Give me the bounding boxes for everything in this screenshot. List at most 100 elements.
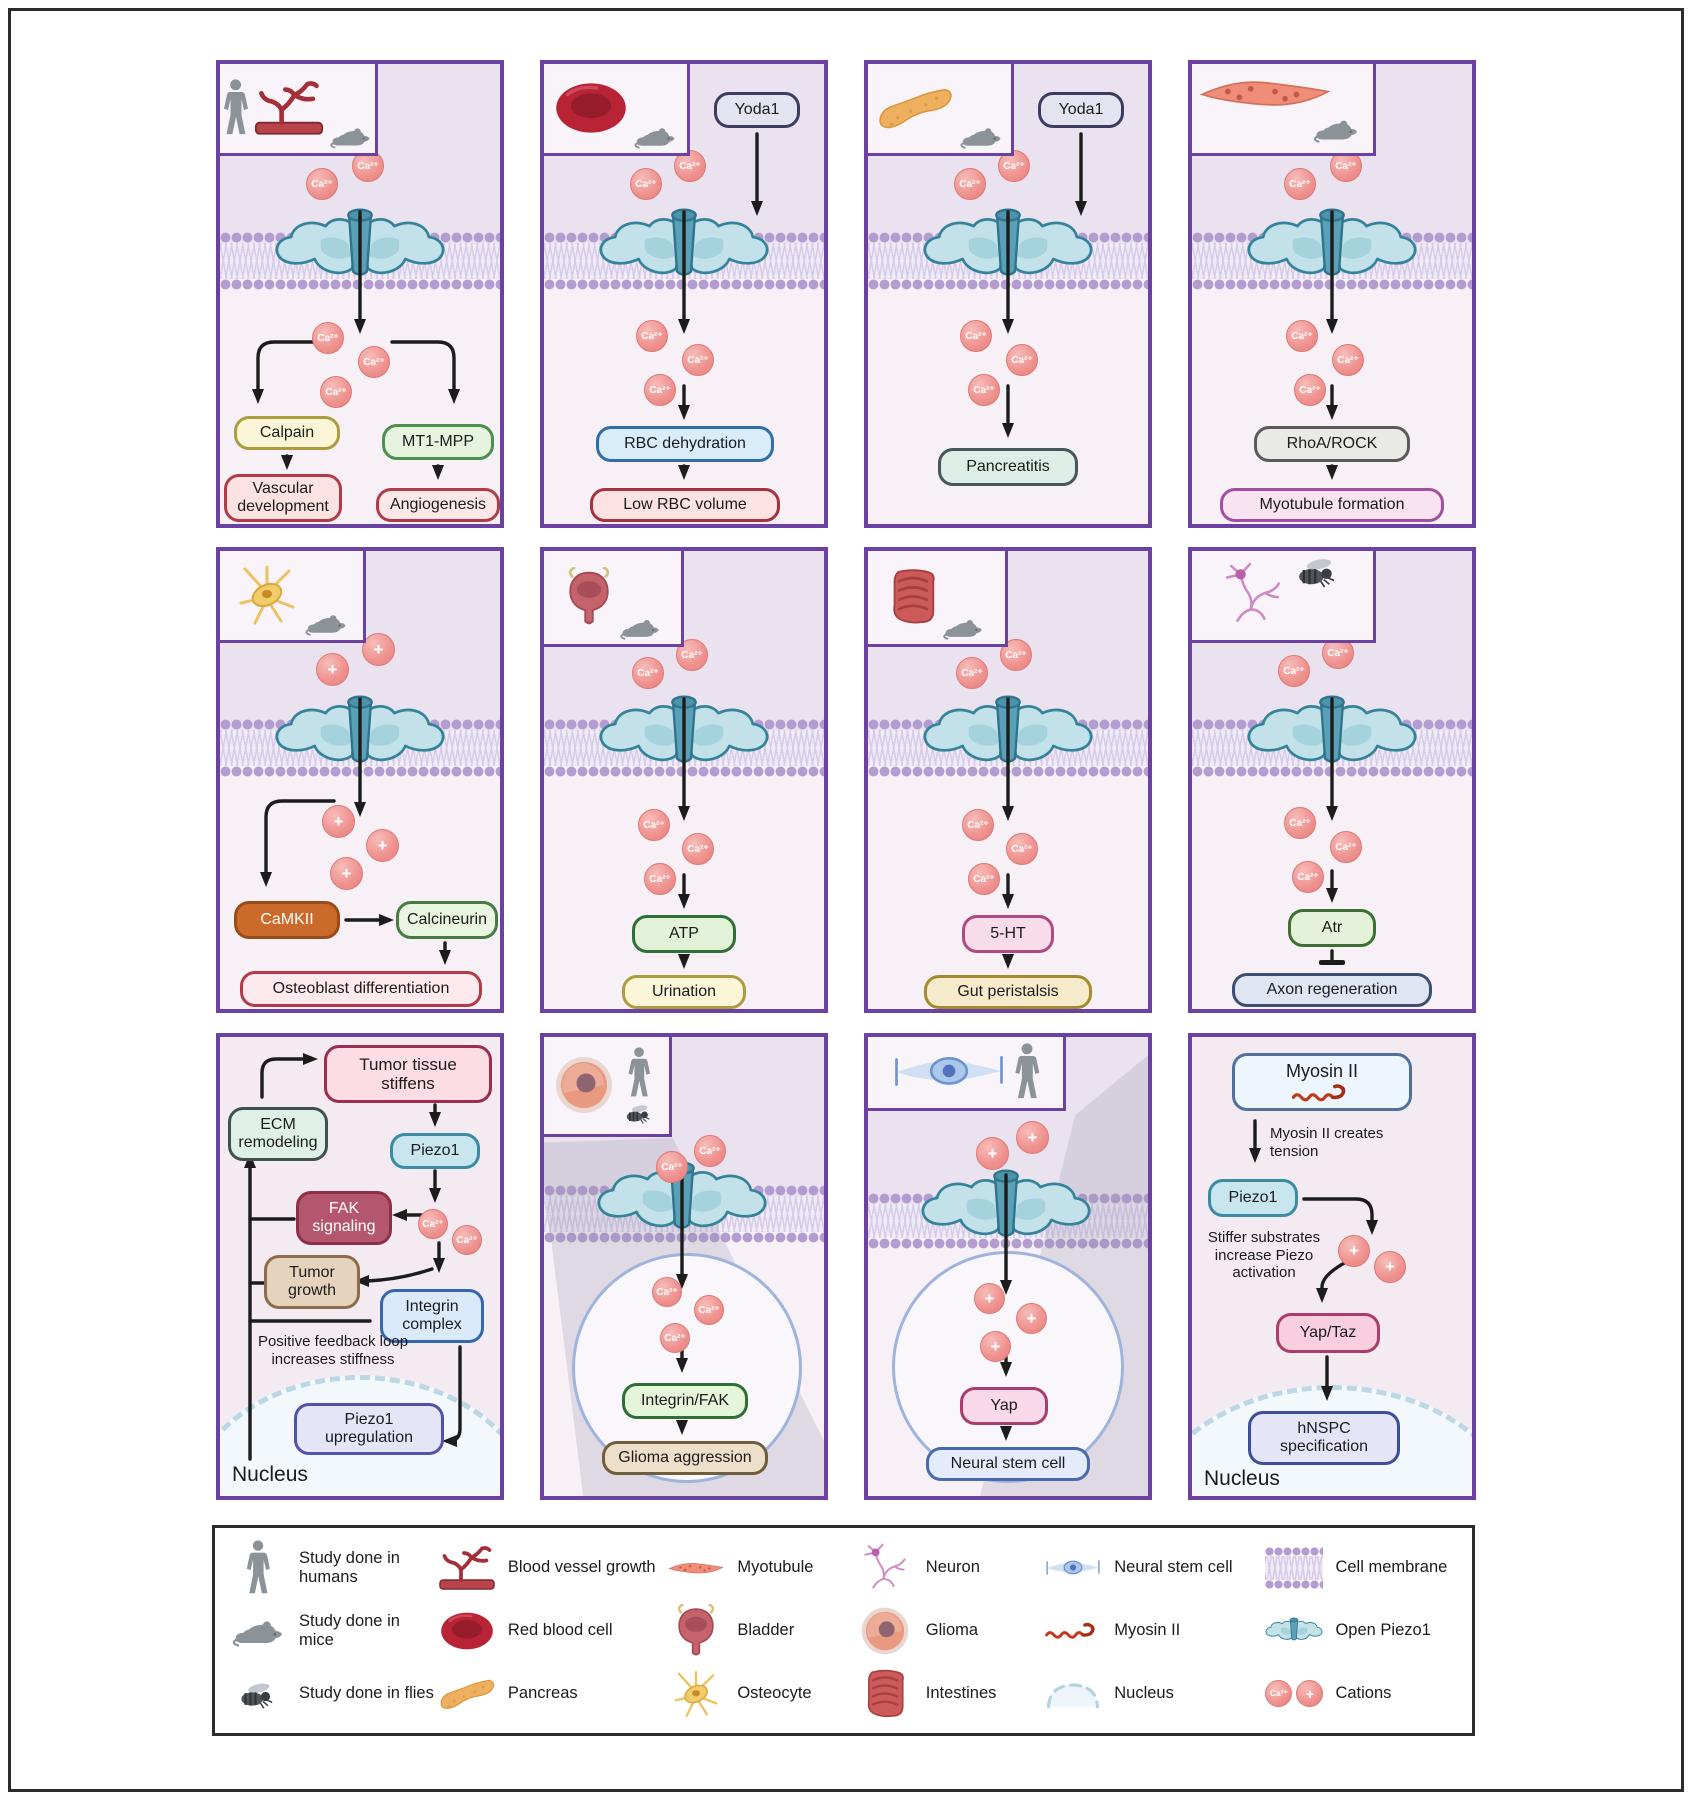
arrow-down [678,954,690,969]
nucleus-icon [1044,1679,1102,1709]
mouse-icon [229,1615,287,1647]
calcium-ion: Ca²⁺ [694,1295,724,1325]
legend-label: Cell membrane [1335,1558,1448,1577]
legend-item-nucleus: Nucleus [1044,1679,1265,1709]
human-icon [627,1047,651,1099]
panel-myosin-hnspc: Myosin II Myosin II creates tension Piez… [1188,1033,1476,1500]
arrow-down [676,1165,688,1289]
open-piezo1-icon [1265,1612,1323,1650]
blood-vessel-icon [254,78,324,138]
panel-neural-stem-cell: + + + + + Yap Neural stem cell [864,1033,1152,1500]
calcium-ion: Ca²⁺ [960,320,992,352]
fly-icon [620,1102,658,1124]
panel-inset [868,64,1014,156]
arrow-down [1326,697,1338,821]
arrow-down [751,132,763,216]
calcium-ion: Ca²⁺ [682,344,714,376]
arrow-down [439,941,451,965]
label-box-camkii: CaMKII [234,901,340,939]
label-box-glioma-aggression: Glioma aggression [602,1441,768,1475]
osteocyte-icon [667,1669,725,1719]
fly-icon [1292,554,1344,588]
label-box-fak-signaling: FAK signaling [296,1191,392,1245]
label-box-atp: ATP [632,915,736,953]
label-box-mt1-mpp: MT1-MPP [382,424,494,460]
label-box-yap-taz: Yap/Taz [1276,1313,1380,1353]
mouse-icon [620,615,660,640]
cation: + [1016,1303,1047,1334]
calcium-ion: Ca²⁺ [358,346,390,378]
label-box-yoda1: Yoda1 [714,92,800,128]
arrow-down [1321,1355,1333,1401]
label-box-myosin-ii: Myosin II [1232,1053,1412,1111]
arrow-down [281,454,293,470]
label-box-tumor-tissue-stiffens: Tumor tissue stiffens [324,1045,492,1103]
arrow-down [678,384,690,420]
panel-glioma: Ca²⁺ Ca²⁺ Ca²⁺ Ca²⁺ Ca²⁺ Integrin/FAK Gl… [540,1033,828,1500]
arrow-down [1249,1119,1261,1163]
calcium-ion: Ca²⁺ [1284,807,1316,839]
label-box-tumor-growth: Tumor growth [264,1255,360,1309]
label-box-calcineurin: Calcineurin [396,901,498,939]
myotubule-icon [667,1558,725,1578]
cations-icon: Ca²⁺ + [1265,1680,1324,1707]
panel-inset [220,64,378,156]
cation: + [980,1331,1011,1362]
nucleus-label: Nucleus [1204,1467,1280,1490]
feedback-note: Positive feedback loop increases stiffne… [257,1333,409,1368]
cation: + [976,1137,1009,1170]
human-icon [229,1540,287,1596]
neuron-icon [856,1543,914,1593]
cation: + [1296,1680,1324,1707]
label-box-piezo1: Piezo1 [1208,1179,1298,1217]
myosin-ii-icon [1246,1083,1398,1103]
legend-item-glioma: Glioma [856,1606,1044,1656]
cation: + [316,653,349,686]
legend-item-bladder: Bladder [667,1604,855,1658]
legend-label: Open Piezo1 [1335,1621,1431,1640]
calcium-ion: Ca²⁺ [452,1225,482,1255]
calcium-ion: Ca²⁺ [636,320,668,352]
panel-inset [1192,64,1376,156]
legend-label: Myotubule [737,1558,814,1577]
panel-intestines: Ca²⁺ Ca²⁺ Ca²⁺ Ca²⁺ Ca²⁺ 5-HT Gut perist… [864,547,1152,1013]
legend-label: Nucleus [1114,1684,1174,1703]
stiffer-substrates-note: Stiffer substrates increase Piezo activa… [1207,1229,1321,1282]
legend-label: Osteocyte [737,1684,812,1703]
label-box-atr: Atr [1288,909,1376,947]
label-box-osteoblast-differentiation: Osteoblast differentiation [240,971,482,1007]
calcium-ion: Ca²⁺ [660,1323,690,1353]
myosin-ii-icon [1044,1620,1102,1642]
legend-item-flies: Study done in flies [229,1679,438,1709]
panel-inset [868,1037,1066,1111]
calcium-ion: Ca²⁺ [312,322,344,354]
legend-label: Study done in flies [299,1684,434,1703]
label-box-hnspc-specification: hNSPC specification [1248,1411,1400,1465]
legend-label: Intestines [925,1684,997,1703]
arrow-down [678,873,690,909]
calcium-ion: Ca²⁺ [1284,168,1316,200]
pancreas-icon [876,81,954,135]
legend-item-neuron: Neuron [856,1543,1044,1593]
legend-label: Blood vessel growth [507,1558,656,1577]
arrow-down [1002,697,1014,821]
legend-item-cations: Ca²⁺ + Cations [1265,1680,1458,1707]
calcium-ion: Ca²⁺ [1265,1680,1293,1707]
panel-bladder: Ca²⁺ Ca²⁺ Ca²⁺ Ca²⁺ Ca²⁺ ATP Urination [540,547,828,1013]
cation: + [1374,1251,1406,1283]
panel-inset [544,64,690,156]
calcium-ion: Ca²⁺ [968,863,1000,895]
intestines-icon [856,1669,914,1719]
label-box-calpain: Calpain [234,416,340,450]
legend-label: Glioma [925,1621,979,1640]
inhibition-tbar [1319,949,1345,965]
calcium-ion: Ca²⁺ [630,168,662,200]
intestines-icon [889,568,937,626]
neuron-icon [1220,562,1286,628]
label-box-rhoa-rock: RhoA/ROCK [1254,426,1410,462]
calcium-ion: Ca²⁺ [638,809,670,841]
arrow-down [1000,1173,1012,1295]
panel-inset [544,1037,672,1137]
calcium-ion: Ca²⁺ [1286,320,1318,352]
